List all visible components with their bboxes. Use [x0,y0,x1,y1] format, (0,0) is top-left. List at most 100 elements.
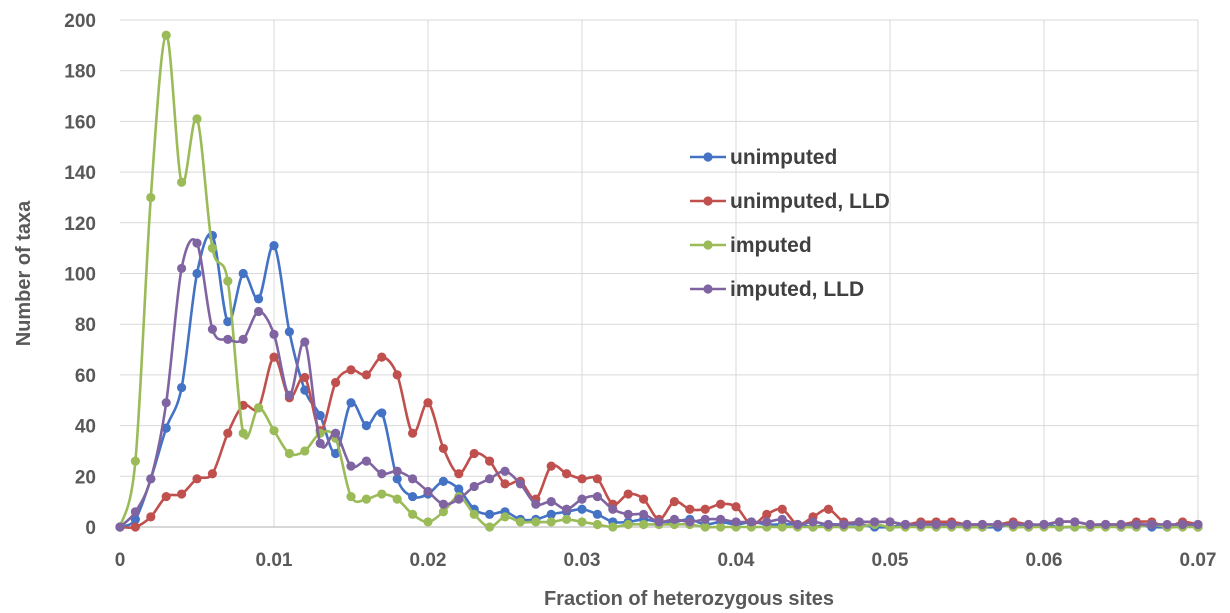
legend-item: unimputed [690,146,837,169]
data-point [223,334,233,345]
data-point [161,491,171,502]
data-point [623,509,633,519]
data-point [284,390,294,400]
data-point [870,517,880,527]
x-tick-label: 0 [115,550,126,571]
data-point [700,514,710,524]
data-point [562,469,572,479]
data-point [346,398,356,408]
data-point [223,317,233,327]
data-point [438,476,448,486]
data-point [1039,519,1049,530]
data-point [223,428,233,438]
data-point [408,509,418,519]
data-point [1193,519,1203,530]
data-point [269,426,279,436]
data-point [808,517,818,527]
data-point [1054,517,1064,527]
data-point [207,469,217,479]
y-axis-title: Number of taxa [13,200,35,346]
data-point [423,517,433,527]
y-tick-label: 100 [64,265,96,286]
x-axis-title: Fraction of heterozygous sites [544,588,834,610]
data-point [1101,519,1111,530]
data-point [284,448,294,459]
legend-swatch-marker [703,196,713,206]
data-point [577,494,587,504]
data-point [623,519,633,530]
data-point [438,499,448,509]
series-unimputed-lld [115,352,1203,532]
data-point [962,519,972,530]
data-point [639,509,649,519]
data-point [438,443,448,454]
data-point [916,519,926,530]
data-point [562,504,572,514]
y-tick-label: 80 [75,315,96,336]
legend-label: unimputed [730,146,837,169]
data-point [469,509,479,519]
data-point [592,474,603,484]
data-point [1131,519,1141,530]
legend: unimputed unimputed, LLD imputed imputed, L… [690,146,890,301]
series-layer [115,30,1203,532]
data-point [1024,519,1034,530]
data-point [592,491,603,502]
data-point [192,474,202,484]
x-tick-label: 0.01 [256,550,293,571]
data-point [654,517,664,527]
x-tick-label: 0.02 [410,550,447,571]
data-point [823,519,834,530]
legend-item: imputed, LLD [690,278,864,301]
data-point [839,519,849,530]
y-tick-label: 140 [64,163,96,184]
data-point [823,504,834,514]
data-point [361,370,371,380]
data-point [192,114,202,124]
data-point [177,177,187,187]
data-point [1085,519,1095,530]
data-point [546,517,556,527]
data-point [700,504,710,514]
data-point [746,517,757,527]
y-tick-label: 160 [64,112,96,133]
data-point [623,489,633,499]
data-point [315,410,325,421]
x-tick-label: 0.07 [1180,550,1217,571]
data-point [546,461,556,471]
data-point [639,519,649,530]
data-point [408,491,418,502]
data-point [223,276,233,286]
data-point [377,489,387,499]
data-point [438,507,448,517]
data-point [716,522,726,532]
data-point [408,428,418,438]
data-point [993,519,1003,530]
data-point [485,474,495,484]
data-point [1147,519,1157,530]
data-point [531,499,541,509]
data-point [177,489,187,499]
data-point [639,494,649,504]
data-point [130,522,140,532]
data-point [731,502,741,512]
data-point [546,509,556,519]
data-point [577,474,587,484]
data-point [531,517,541,527]
data-point [331,448,341,459]
series-unimputed [115,230,1203,532]
series-imputed-lld [115,238,1203,532]
legend-swatch-marker [703,240,713,250]
data-point [346,491,356,502]
data-point [192,268,202,279]
data-point [485,509,495,519]
data-point [592,519,603,530]
data-point [500,512,510,522]
y-tick-label: 180 [64,62,96,83]
data-point [269,329,279,339]
data-point [161,30,171,40]
data-point [238,428,248,438]
data-point [1162,519,1172,530]
data-point [454,494,464,504]
data-point [254,403,264,413]
